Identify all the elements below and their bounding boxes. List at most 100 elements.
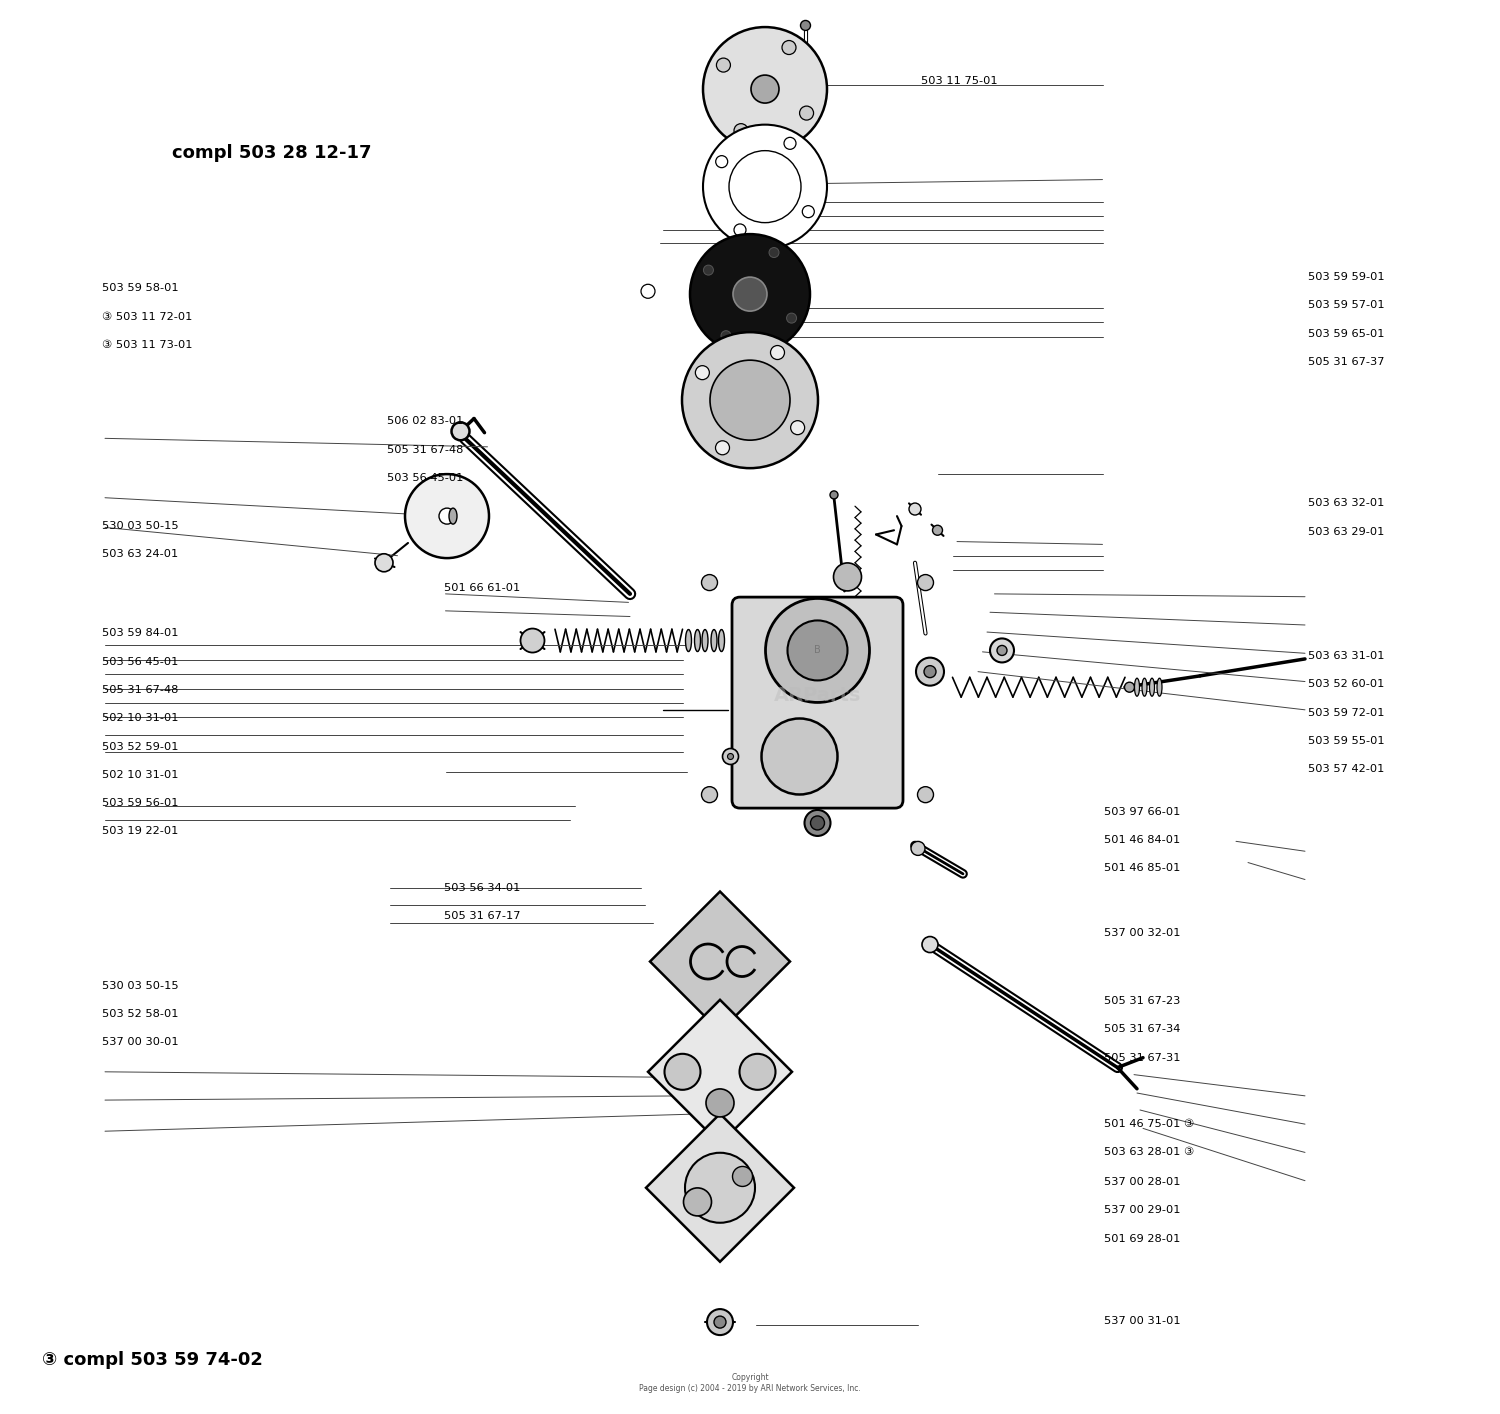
Circle shape xyxy=(729,151,801,222)
Circle shape xyxy=(804,810,831,836)
Circle shape xyxy=(922,936,938,953)
FancyBboxPatch shape xyxy=(732,597,903,809)
Text: 505 31 67-37: 505 31 67-37 xyxy=(1308,356,1384,368)
Polygon shape xyxy=(650,891,790,1032)
Circle shape xyxy=(732,1167,753,1186)
Text: 501 46 84-01: 501 46 84-01 xyxy=(1104,834,1180,846)
Ellipse shape xyxy=(694,629,700,652)
Text: 503 59 58-01: 503 59 58-01 xyxy=(102,283,178,294)
Polygon shape xyxy=(646,1114,794,1261)
Ellipse shape xyxy=(702,629,708,652)
Text: 537 00 30-01: 537 00 30-01 xyxy=(102,1036,178,1048)
Text: 503 59 55-01: 503 59 55-01 xyxy=(1308,735,1384,747)
Circle shape xyxy=(910,841,926,855)
Circle shape xyxy=(802,205,814,218)
Text: 503 59 65-01: 503 59 65-01 xyxy=(1308,328,1384,339)
Text: 505 31 67-48: 505 31 67-48 xyxy=(387,444,464,455)
Circle shape xyxy=(520,629,544,652)
Text: 503 11 75-01: 503 11 75-01 xyxy=(921,75,998,86)
Ellipse shape xyxy=(1156,679,1162,696)
Circle shape xyxy=(684,1188,711,1216)
Circle shape xyxy=(924,666,936,677)
Text: 537 00 28-01: 537 00 28-01 xyxy=(1104,1176,1180,1188)
Circle shape xyxy=(702,574,717,591)
Text: 503 57 42-01: 503 57 42-01 xyxy=(1308,764,1384,775)
Circle shape xyxy=(704,264,714,276)
Text: 505 31 67-23: 505 31 67-23 xyxy=(1104,995,1180,1007)
Text: 502 10 31-01: 502 10 31-01 xyxy=(102,713,178,724)
Text: 503 63 24-01: 503 63 24-01 xyxy=(102,549,178,560)
Ellipse shape xyxy=(1149,679,1155,696)
Text: 502 10 31-01: 502 10 31-01 xyxy=(102,769,178,781)
Text: 503 19 22-01: 503 19 22-01 xyxy=(102,826,178,837)
Circle shape xyxy=(716,156,728,168)
Circle shape xyxy=(722,331,730,341)
Circle shape xyxy=(800,106,813,120)
Circle shape xyxy=(710,361,791,440)
Text: B: B xyxy=(815,645,821,656)
Circle shape xyxy=(706,1309,734,1335)
Text: 501 66 61-01: 501 66 61-01 xyxy=(444,583,520,594)
Text: 503 59 84-01: 503 59 84-01 xyxy=(102,628,178,639)
Circle shape xyxy=(834,563,861,591)
Circle shape xyxy=(704,124,827,249)
Circle shape xyxy=(690,235,810,354)
Circle shape xyxy=(706,1089,734,1117)
Circle shape xyxy=(765,598,870,703)
Text: 503 52 59-01: 503 52 59-01 xyxy=(102,741,178,752)
Text: 503 52 60-01: 503 52 60-01 xyxy=(1308,679,1384,690)
Circle shape xyxy=(770,247,778,257)
Text: compl 503 28 12-17: compl 503 28 12-17 xyxy=(172,144,372,161)
Text: 530 03 50-15: 530 03 50-15 xyxy=(102,980,178,991)
Ellipse shape xyxy=(718,629,724,652)
Circle shape xyxy=(405,474,489,559)
Circle shape xyxy=(909,503,921,515)
Text: 503 59 59-01: 503 59 59-01 xyxy=(1308,271,1384,283)
Circle shape xyxy=(723,748,738,765)
Text: 530 03 50-15: 530 03 50-15 xyxy=(102,520,178,532)
Text: 501 46 85-01: 501 46 85-01 xyxy=(1104,863,1180,874)
Text: 537 00 32-01: 537 00 32-01 xyxy=(1104,928,1180,939)
Circle shape xyxy=(686,1152,754,1223)
Circle shape xyxy=(452,423,470,440)
Circle shape xyxy=(810,816,825,830)
Ellipse shape xyxy=(1134,679,1140,696)
Circle shape xyxy=(728,754,734,759)
Ellipse shape xyxy=(686,629,692,652)
Circle shape xyxy=(830,491,839,499)
Circle shape xyxy=(918,574,933,591)
Circle shape xyxy=(664,1053,700,1090)
Circle shape xyxy=(933,525,942,536)
Circle shape xyxy=(762,718,837,795)
Circle shape xyxy=(734,223,746,236)
Circle shape xyxy=(440,508,454,525)
Circle shape xyxy=(704,27,827,151)
Text: ③ 503 11 72-01: ③ 503 11 72-01 xyxy=(102,311,192,322)
Text: ARParts: ARParts xyxy=(774,686,861,706)
Circle shape xyxy=(771,345,784,359)
Circle shape xyxy=(734,123,748,137)
Text: 505 31 67-48: 505 31 67-48 xyxy=(102,684,178,696)
Circle shape xyxy=(717,58,730,72)
Circle shape xyxy=(714,1316,726,1328)
Circle shape xyxy=(790,420,804,434)
Text: 503 59 72-01: 503 59 72-01 xyxy=(1308,707,1384,718)
Text: Copyright
Page design (c) 2004 - 2019 by ARI Network Services, Inc.: Copyright Page design (c) 2004 - 2019 by… xyxy=(639,1373,861,1393)
Ellipse shape xyxy=(711,629,717,652)
Text: ③ 503 11 73-01: ③ 503 11 73-01 xyxy=(102,339,192,351)
Text: 506 02 83-01: 506 02 83-01 xyxy=(387,416,464,427)
Ellipse shape xyxy=(448,508,458,525)
Circle shape xyxy=(682,332,818,468)
Circle shape xyxy=(786,312,796,324)
Circle shape xyxy=(801,20,810,31)
Text: 503 63 32-01: 503 63 32-01 xyxy=(1308,498,1384,509)
Text: 503 56 45-01: 503 56 45-01 xyxy=(387,472,464,484)
Text: 537 00 31-01: 537 00 31-01 xyxy=(1104,1315,1180,1326)
Text: 503 97 66-01: 503 97 66-01 xyxy=(1104,806,1180,817)
Text: 501 46 75-01 ③: 501 46 75-01 ③ xyxy=(1104,1118,1194,1130)
Circle shape xyxy=(716,441,729,455)
Text: 505 31 67-34: 505 31 67-34 xyxy=(1104,1024,1180,1035)
Circle shape xyxy=(702,786,717,803)
Text: 505 31 67-17: 505 31 67-17 xyxy=(444,911,520,922)
Circle shape xyxy=(752,75,778,103)
